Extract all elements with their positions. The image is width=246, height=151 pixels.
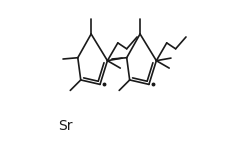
Text: Sr: Sr (59, 119, 73, 133)
